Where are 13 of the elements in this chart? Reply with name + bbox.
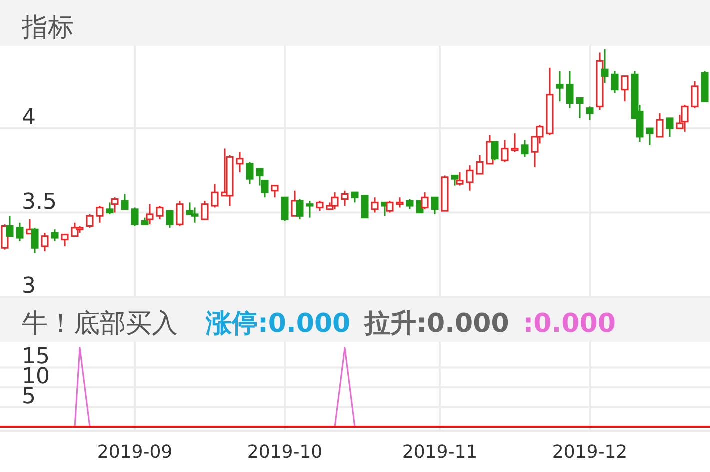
x-tick-label: 2019-11	[402, 442, 478, 463]
y-tick-label: 3	[22, 274, 36, 299]
text: :0.000	[523, 309, 616, 339]
x-tick-label: 2019-09	[97, 442, 173, 463]
x-tick-label: 2019-10	[247, 442, 323, 463]
x-tick-label: 2019-12	[552, 442, 628, 463]
chart-title: 牛！底部买入	[22, 309, 178, 339]
chart-title: 指标	[21, 13, 74, 43]
y-tick-label: 4	[22, 106, 36, 131]
y-tick-label: 3.5	[22, 190, 57, 215]
text: 涨停:0.000	[205, 309, 351, 339]
text: 拉升:0.000	[364, 309, 510, 339]
y-tick-label: 5	[22, 384, 36, 410]
